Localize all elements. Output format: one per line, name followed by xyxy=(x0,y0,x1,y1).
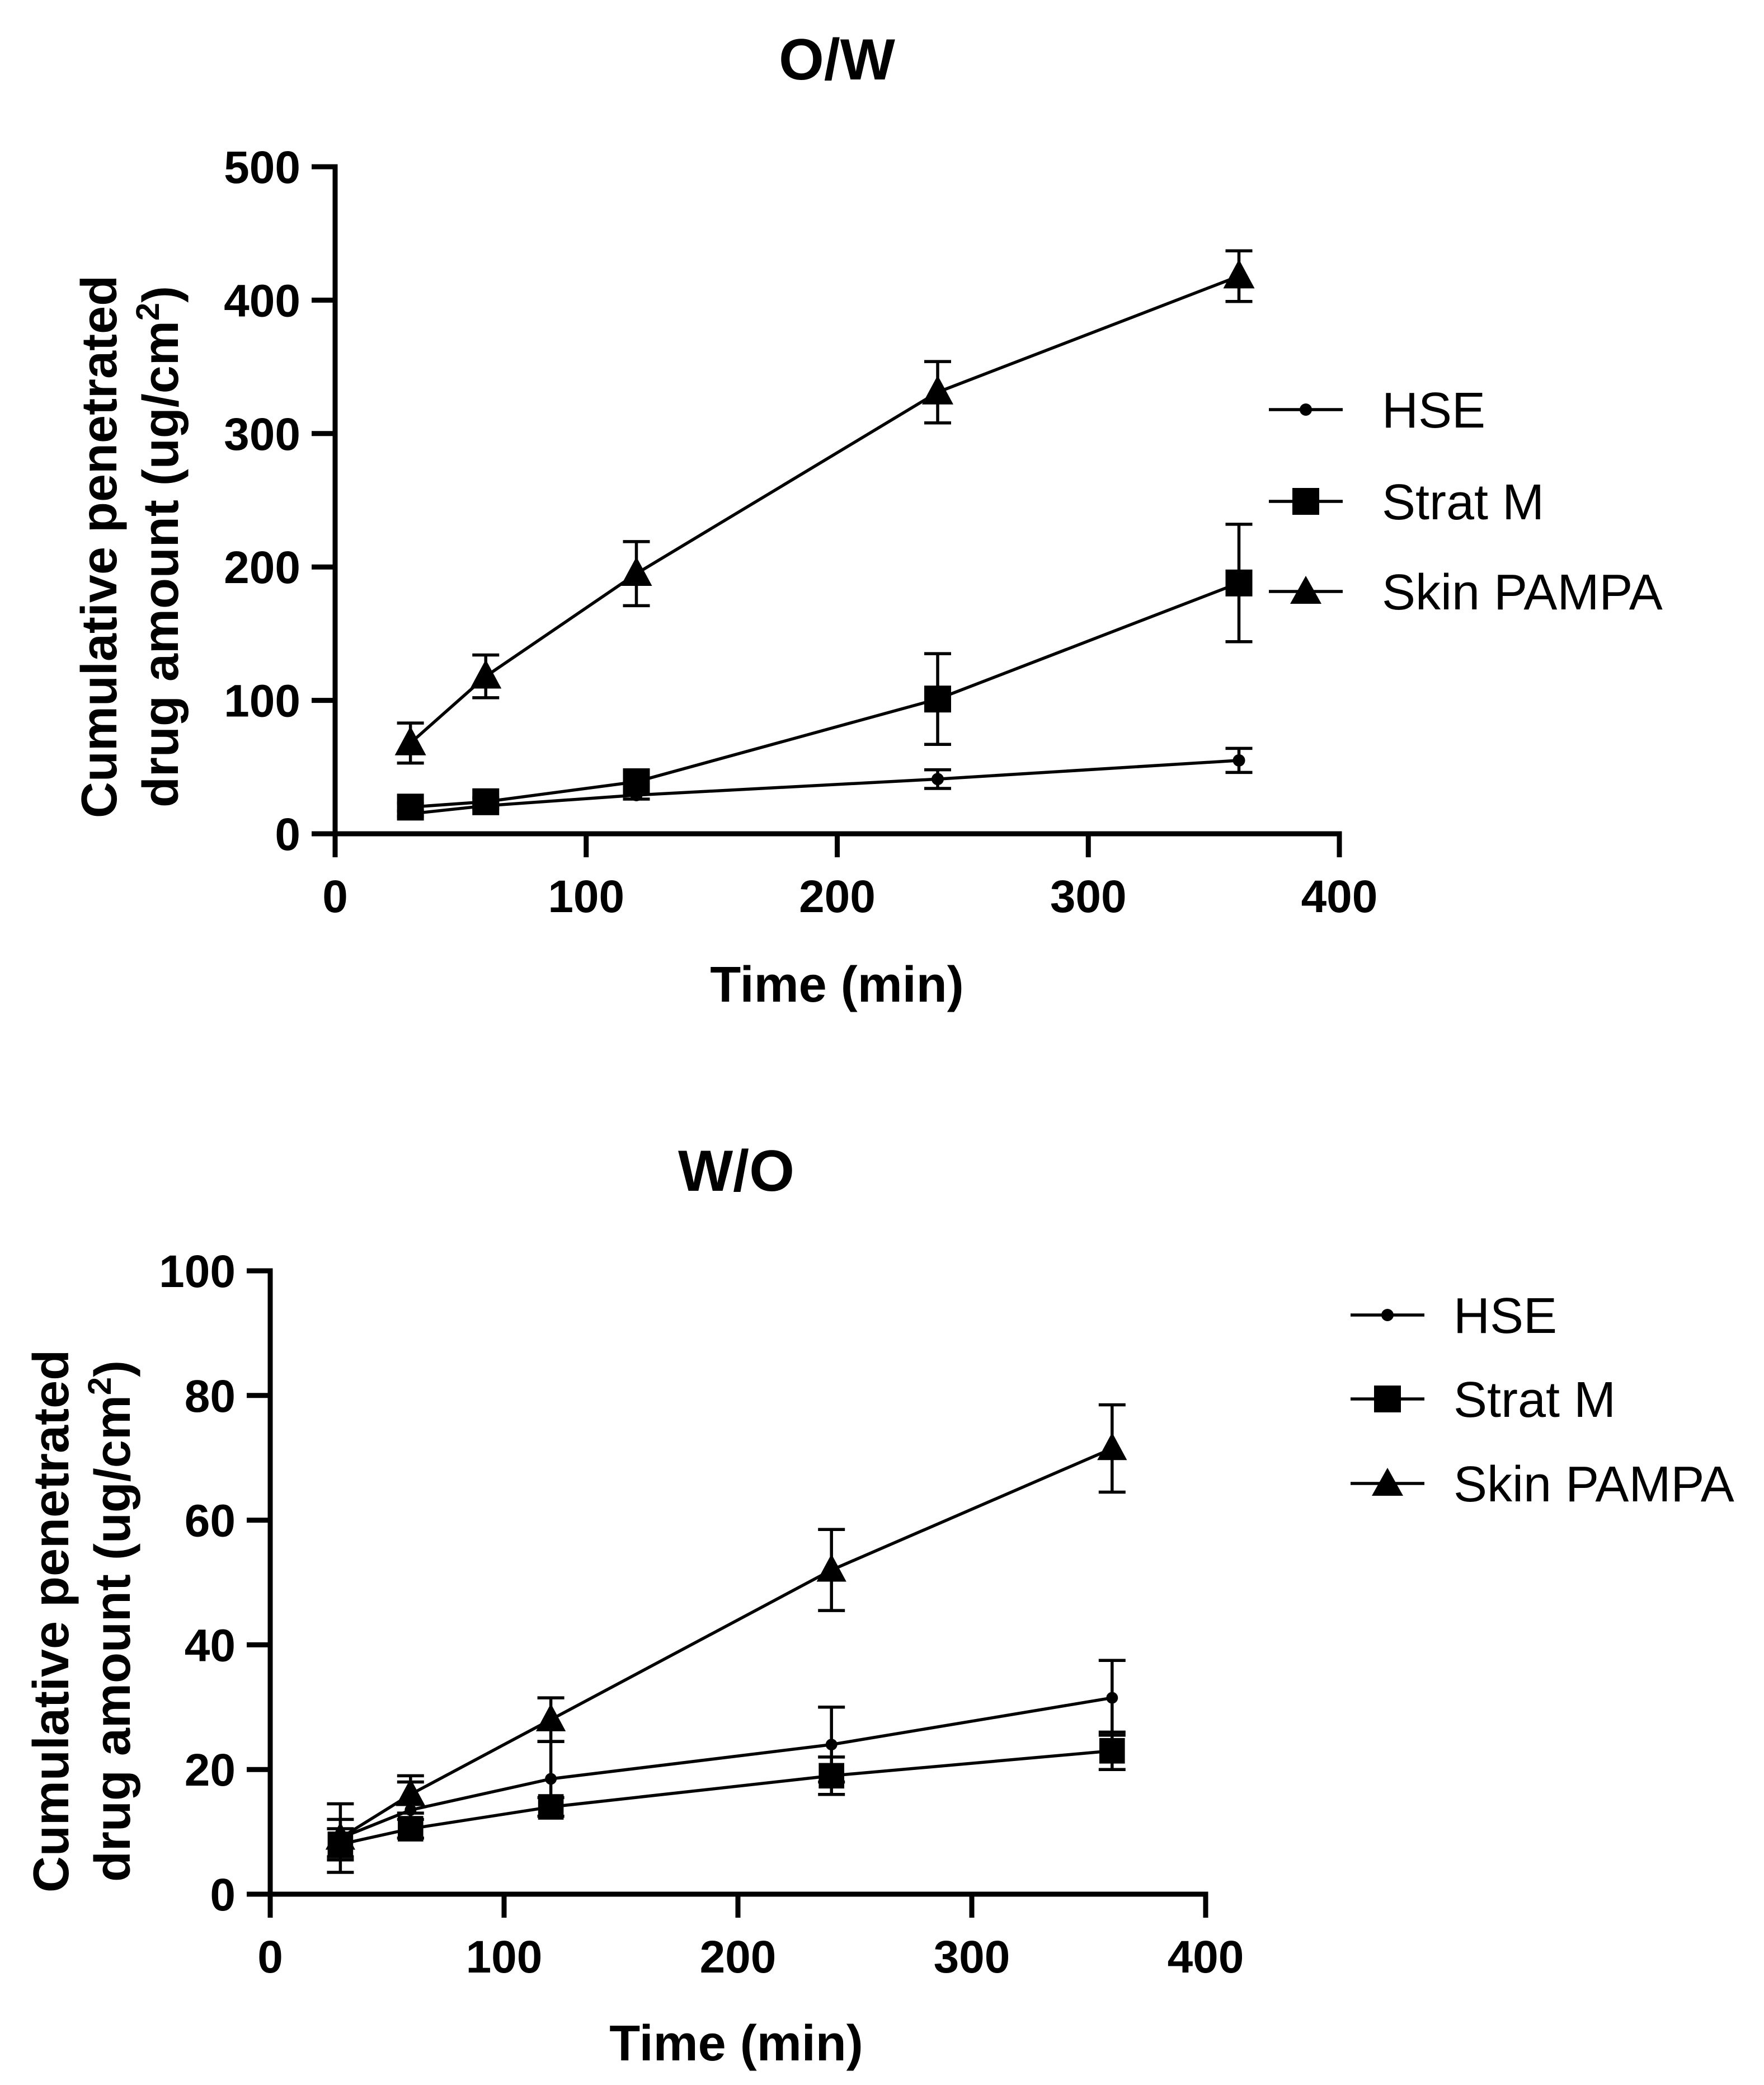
y-tick-label: 40 xyxy=(185,1620,236,1671)
data-point xyxy=(394,726,426,755)
data-point xyxy=(396,1778,426,1806)
series-strat-m xyxy=(327,1730,1126,1862)
data-point xyxy=(545,1773,557,1785)
legend-marker-skin-pampa xyxy=(1290,576,1321,604)
y-tick-label: 200 xyxy=(224,542,300,593)
data-point xyxy=(325,1822,355,1850)
plot-area xyxy=(394,249,1255,821)
series-line-strat-m xyxy=(340,1749,1113,1846)
x-tick-label: 200 xyxy=(799,871,876,922)
y-tick-label: 500 xyxy=(224,142,300,193)
series-line-hse xyxy=(410,759,1239,815)
y-axis-title-line1: Cumulative penetrated xyxy=(72,275,128,818)
data-point xyxy=(1099,1738,1125,1764)
series-skin-pampa xyxy=(325,1403,1127,1858)
y-ticks: 0 20 40 60 80 100 xyxy=(159,1246,270,1920)
x-ticks: 0 100 200 300 400 xyxy=(322,834,1377,922)
legend-label-hse: HSE xyxy=(1382,383,1485,439)
y-axis-title: Cumulative penetrated drug amount (ug/cm… xyxy=(23,1350,141,1893)
x-tick-label: 300 xyxy=(934,1932,1010,1983)
x-tick-label: 200 xyxy=(700,1932,777,1983)
data-point xyxy=(825,1739,838,1751)
legend-label-strat-m: Strat M xyxy=(1453,1372,1616,1428)
y-tick-label: 100 xyxy=(224,676,300,727)
series-hse xyxy=(327,1659,1126,1874)
x-tick-label: 400 xyxy=(1301,871,1378,922)
data-point xyxy=(397,793,424,821)
legend: HSE Strat M Skin PAMPA xyxy=(1269,383,1663,621)
chart-title: O/W xyxy=(779,27,896,92)
x-axis-title: Time (min) xyxy=(609,2016,863,2072)
series-line-strat-m xyxy=(410,581,1240,809)
x-tick-label: 100 xyxy=(548,871,624,922)
legend-item-skin-pampa: Skin PAMPA xyxy=(1269,565,1663,621)
chart-title: W/O xyxy=(678,1139,794,1204)
x-tick-label: 300 xyxy=(1050,871,1127,922)
data-point xyxy=(472,788,500,815)
legend-item-strat-m: Strat M xyxy=(1269,475,1544,530)
y-tick-label: 60 xyxy=(185,1496,236,1547)
data-point xyxy=(819,1763,844,1789)
data-point xyxy=(922,375,953,405)
series-strat-m xyxy=(397,523,1253,821)
legend-marker-skin-pampa xyxy=(1372,1468,1403,1496)
y-tick-label: 0 xyxy=(210,1870,236,1920)
data-point xyxy=(1106,1692,1118,1704)
data-point xyxy=(470,659,502,689)
series-line-skin-pampa xyxy=(339,1447,1113,1840)
legend-item-hse: HSE xyxy=(1351,1288,1557,1344)
y-ticks: 0 100 200 300 400 500 xyxy=(224,142,335,860)
data-point xyxy=(1233,754,1245,767)
legend-marker-hse xyxy=(1381,1309,1394,1321)
data-point xyxy=(620,556,652,586)
y-axis-title-line1: Cumulative penetrated xyxy=(23,1350,79,1893)
data-point xyxy=(924,685,951,713)
legend-label-skin-pampa: Skin PAMPA xyxy=(1382,565,1663,621)
x-tick-label: 0 xyxy=(257,1932,283,1983)
data-point xyxy=(538,1794,564,1820)
data-point xyxy=(536,1703,566,1731)
legend-item-hse: HSE xyxy=(1269,383,1485,439)
data-point xyxy=(623,768,650,796)
legend-label-skin-pampa: Skin PAMPA xyxy=(1453,1457,1734,1513)
data-point xyxy=(816,1554,846,1582)
x-tick-label: 0 xyxy=(322,871,348,922)
y-tick-label: 400 xyxy=(224,275,300,326)
y-axis-title-line2: drug amount (ug/cm2) xyxy=(130,286,189,807)
data-point xyxy=(932,773,944,786)
chart-wo: W/O Cumulative penetrated drug amount (u… xyxy=(23,1139,1734,2072)
y-tick-label: 300 xyxy=(224,409,300,460)
chart-ow: O/W Cumulative penetrated drug amount (u… xyxy=(72,27,1663,1013)
legend: HSE Strat M Skin PAMPA xyxy=(1351,1288,1734,1513)
x-axis-title: Time (min) xyxy=(710,957,963,1013)
y-axis-title: Cumulative penetrated drug amount (ug/cm… xyxy=(72,275,189,818)
y-tick-label: 80 xyxy=(185,1371,236,1422)
y-tick-label: 0 xyxy=(275,809,300,860)
legend-marker-strat-m xyxy=(1292,488,1319,515)
x-ticks: 0 100 200 300 400 xyxy=(257,1894,1244,1983)
legend-label-strat-m: Strat M xyxy=(1382,475,1544,530)
x-tick-label: 100 xyxy=(466,1932,543,1983)
data-point xyxy=(1097,1432,1127,1461)
legend-marker-strat-m xyxy=(1374,1386,1401,1412)
y-tick-label: 100 xyxy=(159,1246,236,1297)
x-tick-label: 400 xyxy=(1168,1932,1244,1983)
data-point xyxy=(1223,259,1255,289)
legend-label-hse: HSE xyxy=(1453,1288,1557,1344)
plot-area xyxy=(325,1403,1127,1874)
data-point xyxy=(1225,569,1253,597)
legend-item-strat-m: Strat M xyxy=(1351,1372,1616,1428)
y-axis-title-line2: drug amount (ug/cm2) xyxy=(82,1360,141,1882)
legend-item-skin-pampa: Skin PAMPA xyxy=(1351,1457,1734,1513)
series-hse xyxy=(397,746,1253,820)
series-skin-pampa xyxy=(394,249,1255,765)
series-line-hse xyxy=(340,1696,1113,1840)
data-point xyxy=(398,1816,424,1842)
legend-marker-hse xyxy=(1300,403,1312,416)
y-tick-label: 20 xyxy=(185,1745,236,1796)
series-line-skin-pampa xyxy=(409,274,1240,744)
